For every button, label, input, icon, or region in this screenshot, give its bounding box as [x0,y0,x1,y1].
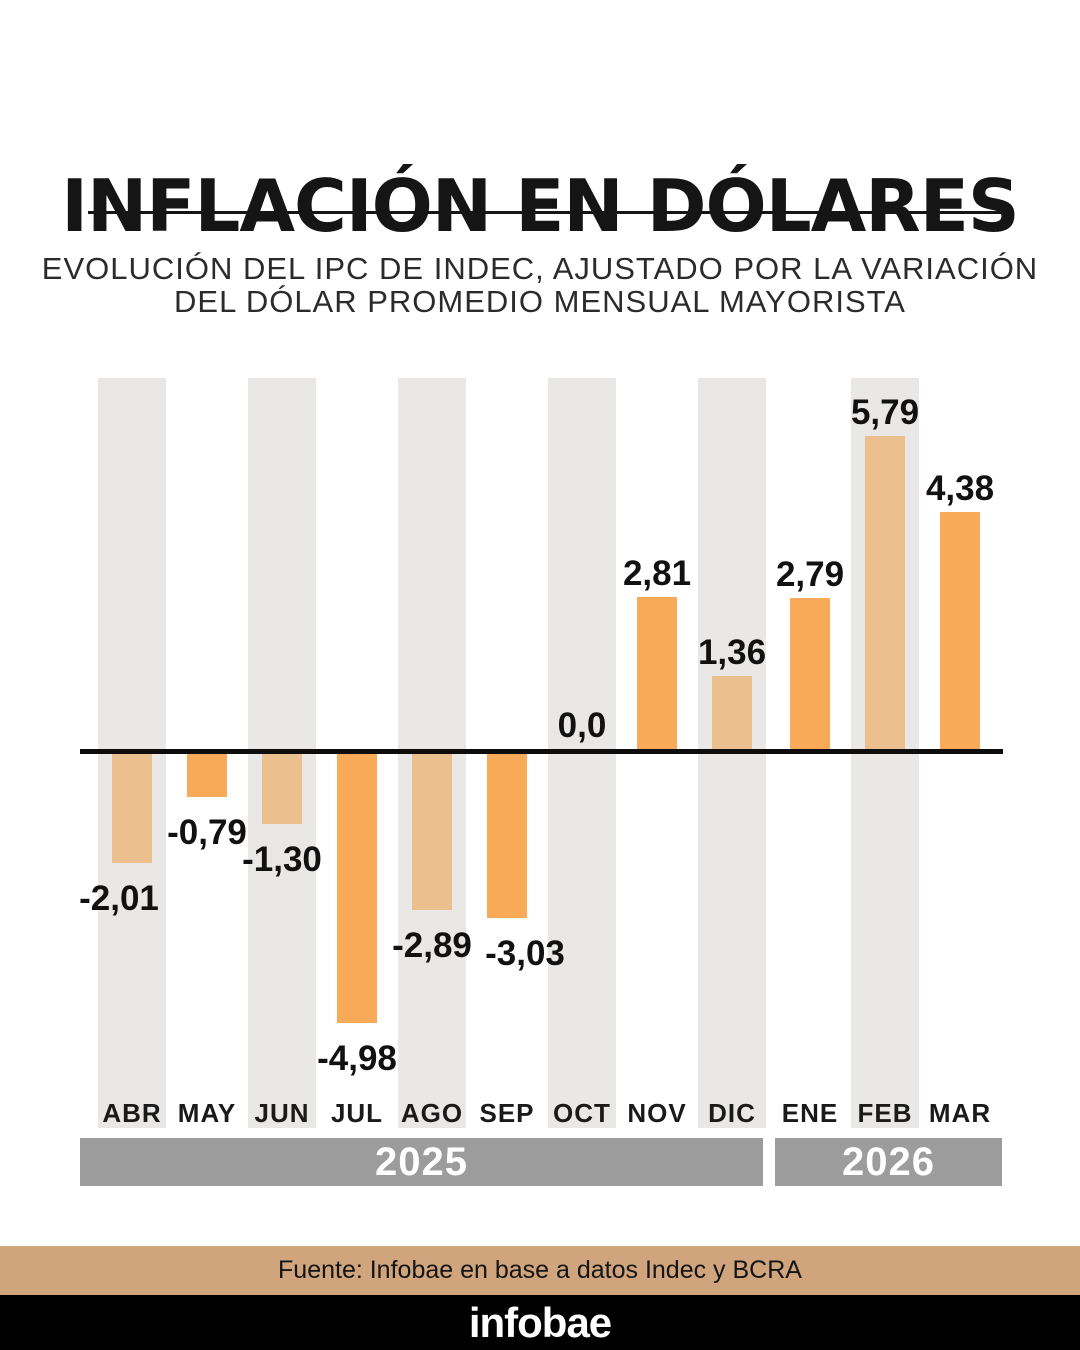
brand-logo-infobae: infobae [468,1298,612,1346]
value-label-sep: -3,03 [485,934,565,973]
month-label-ago: AGO [400,1098,464,1128]
bar-mar [940,512,980,749]
title-divider [88,211,1013,214]
value-label-ago: -2,89 [392,926,472,965]
value-label-mar: 4,38 [925,469,995,508]
value-label-jun: -1,30 [242,840,322,879]
page-title: INFLACIÓN EN DÓLARES [61,164,1020,249]
month-label-ene: ENE [781,1098,839,1128]
bar-ago [412,754,452,910]
source-text: Fuente: Infobae en base a datos Indec y … [278,1256,802,1284]
value-label-may: -0,79 [167,813,247,852]
value-label-jul: -4,98 [317,1039,397,1078]
bar-feb [865,436,905,749]
month-label-nov: NOV [627,1098,687,1128]
subtitle-line-2: DEL DÓLAR PROMEDIO MENSUAL MAYORISTA [174,284,906,319]
bar-jul [337,754,377,1023]
month-label-dic: DIC [708,1098,756,1128]
source-band: Fuente: Infobae en base a datos Indec y … [0,1246,1080,1295]
bar-nov [637,597,677,749]
zero-axis [80,749,1003,754]
value-label-nov: 2,81 [622,554,692,593]
month-label-jul: JUL [330,1098,384,1128]
value-label-oct: 0,0 [557,706,607,745]
month-label-abr: ABR [102,1098,162,1128]
month-label-jun: JUN [254,1098,310,1128]
month-label-sep: SEP [479,1098,535,1128]
bar-jun [262,754,302,824]
bar-sep [487,754,527,918]
month-label-may: MAY [177,1098,237,1128]
bar-dic [712,676,752,749]
value-label-dic: 1,36 [697,633,767,672]
year-band-2025: 2025 [80,1138,763,1186]
month-label-feb: FEB [857,1098,913,1128]
value-label-abr: -2,01 [79,879,159,918]
month-label-oct: OCT [553,1098,611,1128]
bar-chart: -2,01 ABR -0,79 MAY -1,30 JUN -4,98 JUL -2,89 AGO… [79,378,1003,1186]
value-label-feb: 5,79 [850,393,920,432]
value-label-ene: 2,79 [775,555,845,594]
subtitle-line-1: EVOLUCIÓN DEL IPC DE INDEC, AJUSTADO POR… [41,251,1039,286]
bar-abr [112,754,152,863]
year-band-2026: 2026 [775,1138,1002,1186]
brand-band: infobae [0,1295,1080,1350]
bar-may [187,754,227,797]
month-label-mar: MAR [928,1098,992,1128]
bar-ene [790,598,830,749]
